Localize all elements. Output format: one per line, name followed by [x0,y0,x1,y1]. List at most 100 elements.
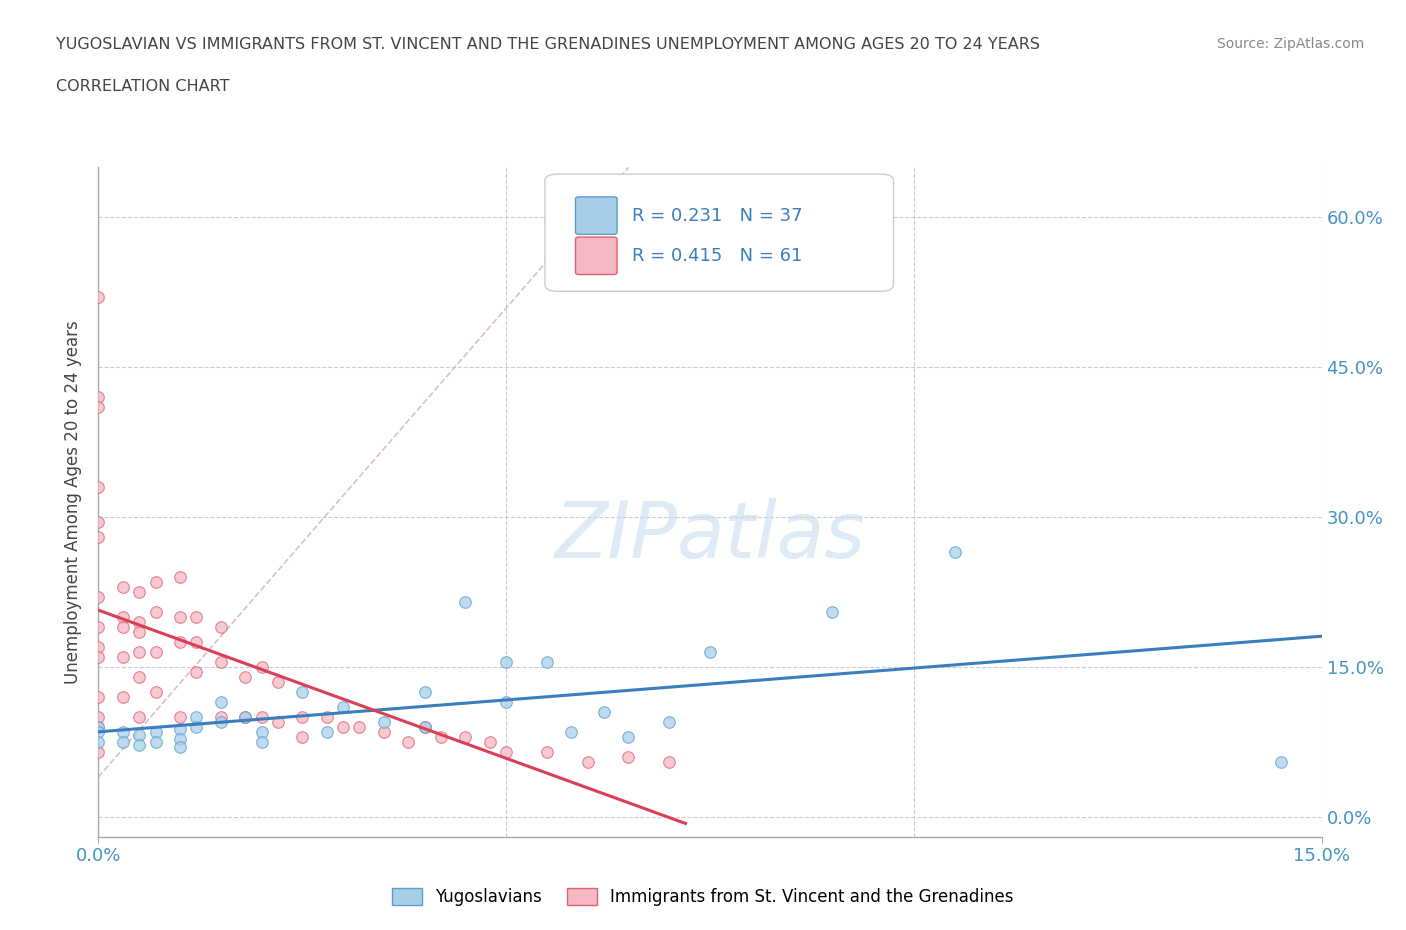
Point [87,480,110,495]
Point [111,735,134,750]
FancyBboxPatch shape [546,174,894,291]
Point [128,644,150,659]
Point [291,710,314,724]
Point [169,722,191,737]
Point [495,655,517,670]
Point [233,710,256,724]
Point [87,290,110,305]
Y-axis label: Unemployment Among Ages 20 to 24 years: Unemployment Among Ages 20 to 24 years [65,320,83,684]
Text: R = 0.231   N = 37: R = 0.231 N = 37 [631,206,803,225]
Point [349,720,371,735]
Point [250,724,273,739]
Text: CORRELATION CHART: CORRELATION CHART [56,79,229,94]
Point [1270,754,1292,769]
Point [209,714,232,729]
Point [495,745,517,760]
Point [658,714,681,729]
Point [87,690,110,705]
Point [87,745,110,760]
Point [169,710,191,724]
Point [332,699,354,714]
Point [413,720,436,735]
Point [186,634,208,649]
Point [87,640,110,655]
Point [128,727,150,742]
Point [454,730,477,745]
Point [169,610,191,625]
Point [396,735,419,750]
Point [128,737,150,752]
Point [169,732,191,747]
Point [478,735,501,750]
Point [87,650,110,665]
Point [495,695,517,710]
Point [128,615,150,630]
Point [169,634,191,649]
Point [593,705,616,720]
Point [373,714,395,729]
Point [87,530,110,545]
Point [145,604,167,619]
Point [267,714,290,729]
Point [209,619,232,634]
Point [699,644,721,659]
Point [87,724,110,739]
Point [267,674,290,689]
Point [111,579,134,594]
Point [209,655,232,670]
Point [111,619,134,634]
Point [291,730,314,745]
Text: YUGOSLAVIAN VS IMMIGRANTS FROM ST. VINCENT AND THE GRENADINES UNEMPLOYMENT AMONG: YUGOSLAVIAN VS IMMIGRANTS FROM ST. VINCE… [56,37,1040,52]
Point [617,730,640,745]
Point [186,665,208,680]
Point [821,604,844,619]
Point [128,670,150,684]
Point [87,720,110,735]
Point [87,390,110,405]
Point [413,720,436,735]
Point [560,724,582,739]
Point [373,724,395,739]
Point [169,570,191,585]
Point [291,684,314,699]
Point [169,739,191,754]
Text: ZIPatlas: ZIPatlas [554,498,866,574]
Point [536,745,558,760]
Point [250,710,273,724]
Point [454,594,477,609]
Point [617,750,640,764]
Point [111,724,134,739]
Point [111,690,134,705]
Point [145,684,167,699]
Point [87,619,110,634]
Point [87,590,110,604]
Point [87,514,110,529]
Text: Source: ZipAtlas.com: Source: ZipAtlas.com [1216,37,1364,51]
Point [250,735,273,750]
Point [186,720,208,735]
Point [233,670,256,684]
Point [413,684,436,699]
Point [111,610,134,625]
Point [186,610,208,625]
Point [87,710,110,724]
Text: R = 0.415   N = 61: R = 0.415 N = 61 [631,246,801,265]
Point [87,400,110,415]
FancyBboxPatch shape [575,237,617,274]
Legend: Yugoslavians, Immigrants from St. Vincent and the Grenadines: Yugoslavians, Immigrants from St. Vincen… [385,881,1021,912]
Point [315,710,337,724]
Point [250,659,273,674]
Point [233,710,256,724]
Point [145,644,167,659]
Point [111,650,134,665]
Point [332,720,354,735]
Point [576,754,599,769]
Point [536,655,558,670]
Point [145,724,167,739]
FancyBboxPatch shape [575,197,617,234]
Point [209,695,232,710]
Point [128,625,150,640]
Point [145,735,167,750]
Point [658,754,681,769]
Point [430,730,453,745]
